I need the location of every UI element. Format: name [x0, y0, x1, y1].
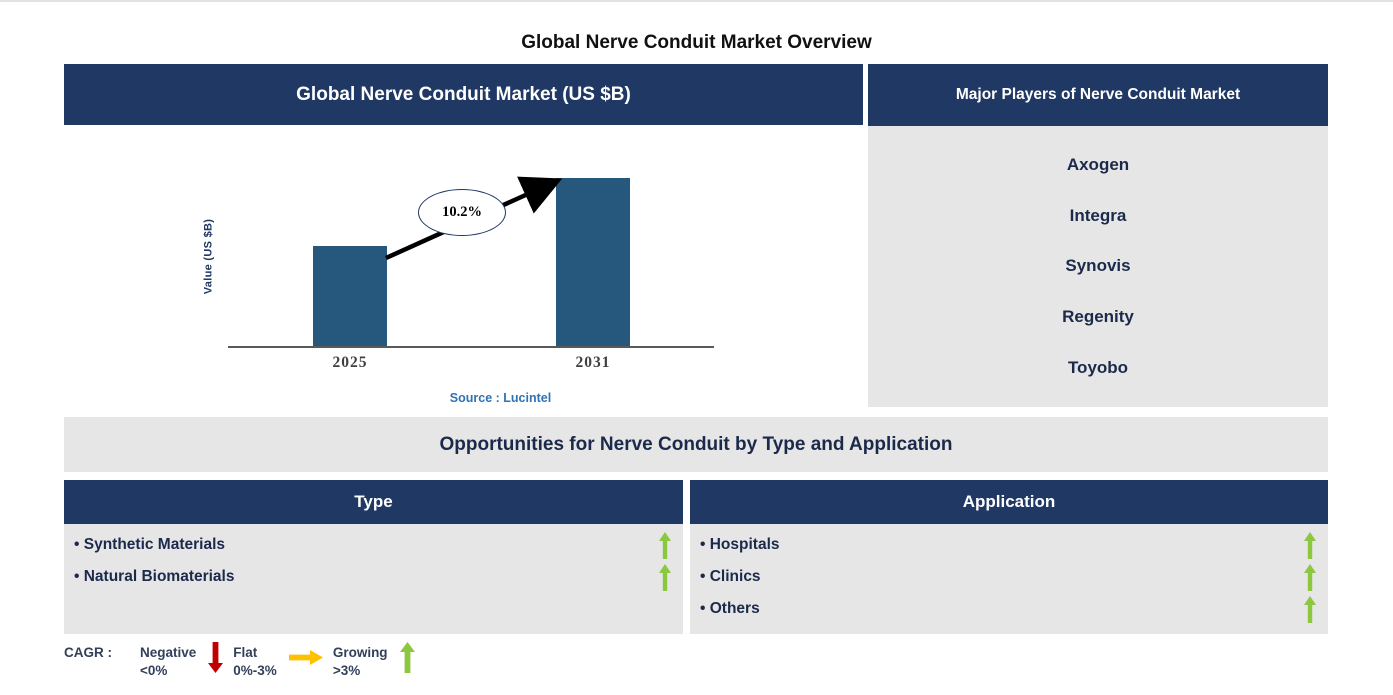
x-axis-line	[228, 346, 714, 348]
player-item: Axogen	[1066, 155, 1130, 175]
trend-up-icon	[1304, 595, 1316, 623]
type-header: Type	[64, 480, 683, 524]
player-item: Synovis	[1065, 256, 1131, 276]
y-axis-label: Value (US $B)	[202, 218, 215, 295]
application-item-label: Others	[700, 600, 760, 618]
trend-up-icon	[1304, 563, 1316, 591]
bar-2031	[556, 178, 630, 347]
legend-item-flat: Flat 0%-3%	[233, 642, 323, 679]
bar-2025	[313, 246, 387, 347]
market-bar-chart: Value (US $B) 10.2% 2025 2031 Source : L…	[64, 125, 863, 412]
player-item: Integra	[1069, 205, 1127, 225]
cagr-ellipse: 10.2%	[418, 189, 506, 236]
legend-range: >3%	[332, 662, 361, 678]
legend-item-negative: Negative <0%	[140, 642, 224, 679]
market-chart-header: Global Nerve Conduit Market (US $B)	[64, 64, 863, 125]
up-arrow-icon	[399, 642, 415, 673]
players-header: Major Players of Nerve Conduit Market	[868, 64, 1328, 126]
down-arrow-icon	[208, 642, 224, 673]
list-item: Clinics	[690, 561, 1328, 593]
legend-label: Growing	[332, 645, 388, 660]
legend-range: <0%	[140, 662, 168, 678]
player-item: Toyobo	[1067, 357, 1129, 377]
type-panel: Synthetic Materials Natural Biomaterials	[64, 524, 683, 634]
trend-up-icon	[659, 531, 671, 559]
tick-label-2031: 2031	[575, 354, 611, 371]
type-item-label: Natural Biomaterials	[74, 568, 235, 586]
source-label: Source : Lucintel	[449, 391, 552, 405]
legend-label: Negative	[140, 645, 197, 660]
application-panel: Hospitals Clinics Others	[690, 524, 1328, 634]
cagr-legend: CAGR : Negative <0% Flat 0%-3% Growing >…	[64, 642, 425, 679]
legend-label: Flat	[233, 645, 258, 660]
trend-up-icon	[659, 563, 671, 591]
cagr-value: 10.2%	[442, 204, 482, 220]
legend-item-growing: Growing >3%	[333, 642, 415, 679]
legend-title: CAGR :	[64, 645, 112, 660]
application-item-label: Hospitals	[700, 536, 780, 554]
right-arrow-icon	[288, 642, 323, 665]
application-header: Application	[690, 480, 1328, 524]
type-item-label: Synthetic Materials	[74, 536, 225, 554]
tick-label-2025: 2025	[332, 354, 368, 371]
opportunities-band: Opportunities for Nerve Conduit by Type …	[64, 417, 1328, 472]
page-title: Global Nerve Conduit Market Overview	[521, 32, 872, 53]
players-panel: Axogen Integra Synovis Regenity Toyobo	[868, 126, 1328, 407]
list-item: Natural Biomaterials	[64, 561, 683, 593]
list-item: Hospitals	[690, 529, 1328, 561]
legend-range: 0%-3%	[233, 662, 277, 678]
player-item: Regenity	[1062, 307, 1134, 327]
application-item-label: Clinics	[700, 568, 761, 586]
list-item: Synthetic Materials	[64, 529, 683, 561]
list-item: Others	[690, 593, 1328, 625]
trend-up-icon	[1304, 531, 1316, 559]
cagr-arrow-icon	[385, 176, 563, 261]
